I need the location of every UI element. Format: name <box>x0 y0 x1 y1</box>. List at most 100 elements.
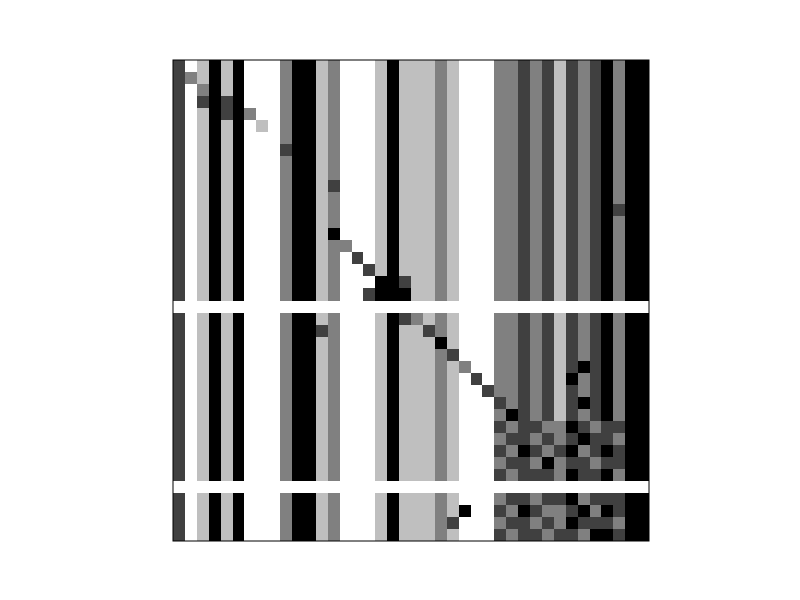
heatmap-cell <box>411 325 424 338</box>
heatmap-cell <box>292 108 305 121</box>
heatmap-cell <box>185 156 198 169</box>
heatmap-cell <box>482 469 495 482</box>
heatmap-cell <box>578 373 591 386</box>
heatmap-cell <box>399 108 412 121</box>
heatmap-cell <box>221 96 234 109</box>
heatmap-cell <box>411 529 424 541</box>
heatmap-cell <box>542 288 555 301</box>
heatmap-cell <box>316 349 329 362</box>
heatmap-cell <box>256 517 269 530</box>
heatmap-cell <box>613 445 626 458</box>
heatmap-cell <box>506 216 519 229</box>
heatmap-cell <box>542 505 555 518</box>
heatmap-cell <box>233 445 246 458</box>
heatmap-cell <box>221 325 234 338</box>
heatmap-cell <box>447 385 460 398</box>
heatmap-cell <box>328 529 341 541</box>
heatmap-cell <box>506 409 519 422</box>
heatmap-cell <box>411 373 424 386</box>
heatmap-cell <box>292 288 305 301</box>
heatmap-cell <box>554 361 567 374</box>
heatmap-cell <box>328 240 341 253</box>
heatmap-cell <box>447 132 460 145</box>
heatmap-cell <box>244 301 257 314</box>
heatmap-cell <box>221 204 234 217</box>
heatmap-cell <box>459 60 472 73</box>
heatmap-cell <box>399 132 412 145</box>
heatmap-cell <box>459 349 472 362</box>
heatmap-cell <box>197 156 210 169</box>
heatmap-cell <box>447 60 460 73</box>
heatmap-cell <box>268 84 281 97</box>
heatmap-cell <box>637 337 649 350</box>
heatmap-cell <box>173 445 186 458</box>
heatmap-cell <box>459 108 472 121</box>
heatmap-cell <box>197 469 210 482</box>
heatmap-cell <box>363 301 376 314</box>
heatmap-cell <box>459 409 472 422</box>
heatmap-cell <box>601 144 614 157</box>
heatmap-cell <box>292 505 305 518</box>
heatmap-cell <box>292 301 305 314</box>
heatmap-cell <box>387 445 400 458</box>
heatmap-cell <box>173 409 186 422</box>
heatmap-cell <box>197 228 210 241</box>
heatmap-cell <box>185 132 198 145</box>
heatmap-cell <box>256 84 269 97</box>
heatmap-cell <box>221 120 234 133</box>
heatmap-cell <box>435 421 448 434</box>
heatmap-cell <box>292 529 305 541</box>
heatmap-cell <box>423 168 436 181</box>
heatmap-cell <box>256 385 269 398</box>
heatmap-cell <box>209 493 222 506</box>
heatmap-cell <box>280 349 293 362</box>
heatmap-cell <box>613 96 626 109</box>
heatmap-cell <box>292 325 305 338</box>
heatmap-cell <box>387 313 400 326</box>
heatmap-cell <box>637 144 649 157</box>
heatmap-cell <box>304 421 317 434</box>
heatmap-cell <box>221 373 234 386</box>
heatmap-cell <box>590 252 603 265</box>
heatmap-cell <box>209 156 222 169</box>
heatmap-cell <box>363 361 376 374</box>
heatmap-cell <box>173 60 186 73</box>
heatmap-cell <box>233 84 246 97</box>
heatmap-cell <box>494 96 507 109</box>
heatmap-cell <box>304 132 317 145</box>
heatmap-cell <box>328 493 341 506</box>
heatmap-cell <box>435 144 448 157</box>
heatmap-cell <box>221 409 234 422</box>
heatmap-cell <box>637 409 649 422</box>
heatmap-cell <box>352 301 365 314</box>
heatmap-cell <box>590 240 603 253</box>
heatmap-cell <box>494 108 507 121</box>
heatmap-cell <box>423 433 436 446</box>
heatmap-cell <box>613 72 626 85</box>
heatmap-cell <box>482 108 495 121</box>
heatmap-cell <box>387 228 400 241</box>
heatmap-cell <box>209 132 222 145</box>
heatmap-cell <box>244 192 257 205</box>
heatmap-cell <box>185 72 198 85</box>
heatmap-cell <box>566 192 579 205</box>
heatmap-cell <box>411 409 424 422</box>
heatmap-cell <box>352 421 365 434</box>
heatmap-cell <box>518 252 531 265</box>
heatmap-cell <box>601 457 614 470</box>
heatmap-cell <box>447 276 460 289</box>
heatmap-cell <box>625 481 638 494</box>
heatmap-cell <box>328 421 341 434</box>
heatmap-cell <box>590 192 603 205</box>
heatmap-cell <box>423 132 436 145</box>
heatmap-cell <box>352 445 365 458</box>
heatmap-cell <box>173 469 186 482</box>
heatmap-cell <box>459 144 472 157</box>
heatmap-cell <box>530 337 543 350</box>
heatmap-cell <box>233 144 246 157</box>
heatmap-cell <box>363 108 376 121</box>
heatmap-cell <box>482 240 495 253</box>
heatmap-cell <box>578 96 591 109</box>
heatmap-cell <box>423 96 436 109</box>
heatmap-cell <box>328 252 341 265</box>
